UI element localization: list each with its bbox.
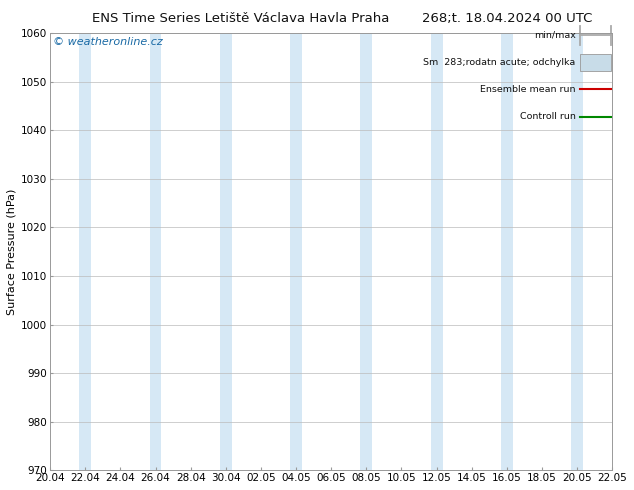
Text: Sm  283;rodatn acute; odchylka: Sm 283;rodatn acute; odchylka bbox=[424, 58, 576, 67]
Bar bbox=[220, 33, 232, 470]
Text: min/max: min/max bbox=[534, 31, 576, 40]
Text: Controll run: Controll run bbox=[520, 112, 576, 121]
Bar bbox=[290, 33, 302, 470]
Bar bbox=[360, 33, 372, 470]
FancyBboxPatch shape bbox=[580, 53, 611, 71]
Text: © weatheronline.cz: © weatheronline.cz bbox=[53, 37, 163, 48]
Bar bbox=[571, 33, 583, 470]
Bar bbox=[501, 33, 513, 470]
Bar bbox=[79, 33, 91, 470]
Y-axis label: Surface Pressure (hPa): Surface Pressure (hPa) bbox=[7, 189, 17, 315]
Text: Ensemble mean run: Ensemble mean run bbox=[480, 85, 576, 94]
Bar bbox=[150, 33, 162, 470]
Text: ENS Time Series Letiště Václava Havla Praha: ENS Time Series Letiště Václava Havla Pr… bbox=[92, 12, 390, 25]
Bar bbox=[430, 33, 443, 470]
Text: 268;t. 18.04.2024 00 UTC: 268;t. 18.04.2024 00 UTC bbox=[422, 12, 592, 25]
